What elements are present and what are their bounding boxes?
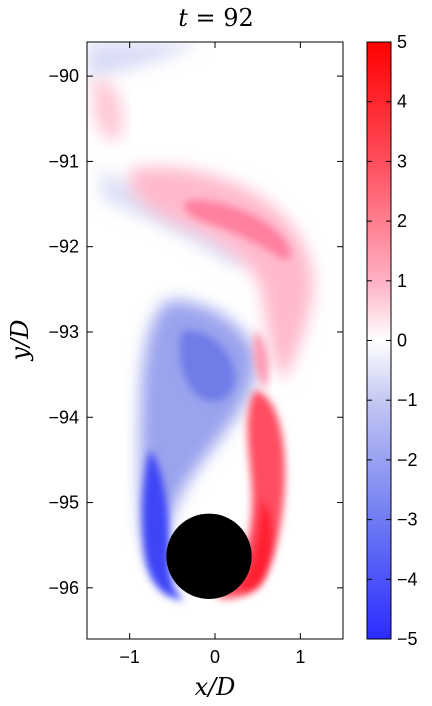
- colorbar-tick-label: 0: [397, 331, 407, 351]
- vortex-pink-upper-core: [184, 200, 291, 260]
- vortex-blue-lower: [142, 450, 185, 600]
- colorbar-tick-label: 3: [397, 151, 407, 171]
- chart-title: t = 92: [178, 4, 254, 32]
- x-tick-label: −1: [119, 647, 140, 667]
- colorbar-tick-label: −3: [397, 510, 418, 530]
- y-tick-label: −95: [48, 493, 79, 513]
- x-ticks: −1 0 1: [119, 42, 305, 667]
- colorbar-tick-label: 4: [397, 92, 407, 112]
- colorbar: 5 4 3 2 1 0 −1 −2 −3 −4 −5: [366, 32, 418, 649]
- y-axis-label: y/D: [6, 320, 34, 362]
- plot-area: −1 0 1 −90 −91 −92 −93 −94 −95 −96: [48, 41, 344, 667]
- y-tick-label: −94: [48, 407, 79, 427]
- vorticity-field: [87, 42, 314, 600]
- vortex-blue-middle-core: [180, 330, 236, 402]
- colorbar-tick-label: 5: [397, 32, 407, 52]
- y-tick-label: −96: [48, 578, 79, 598]
- colorbar-tick-label: −4: [397, 569, 418, 589]
- x-tick-label: 1: [295, 647, 305, 667]
- cylinder: [166, 513, 252, 599]
- vortex-pink-upper: [129, 166, 314, 380]
- x-tick-label: 0: [210, 647, 220, 667]
- y-tick-label: −91: [48, 151, 79, 171]
- y-tick-label: −90: [48, 66, 79, 86]
- colorbar-tick-label: −1: [397, 390, 418, 410]
- vortex-top-left: [87, 42, 200, 80]
- x-axis-label: x/D: [195, 673, 236, 701]
- y-tick-label: −93: [48, 322, 79, 342]
- vortex-pink-upper-left: [92, 79, 123, 141]
- colorbar-tick-label: 2: [397, 211, 407, 231]
- colorbar-tick-label: −5: [397, 629, 418, 649]
- colorbar-ticks: 5 4 3 2 1 0 −1 −2 −3 −4 −5: [367, 32, 418, 649]
- y-tick-label: −92: [48, 237, 79, 257]
- vortex-red-lower-core: [238, 500, 272, 591]
- y-ticks: −90 −91 −92 −93 −94 −95 −96: [48, 66, 343, 598]
- colorbar-tick-label: 1: [397, 271, 407, 291]
- colorbar-tick-label: −2: [397, 450, 418, 470]
- vortex-pink-right: [253, 330, 269, 390]
